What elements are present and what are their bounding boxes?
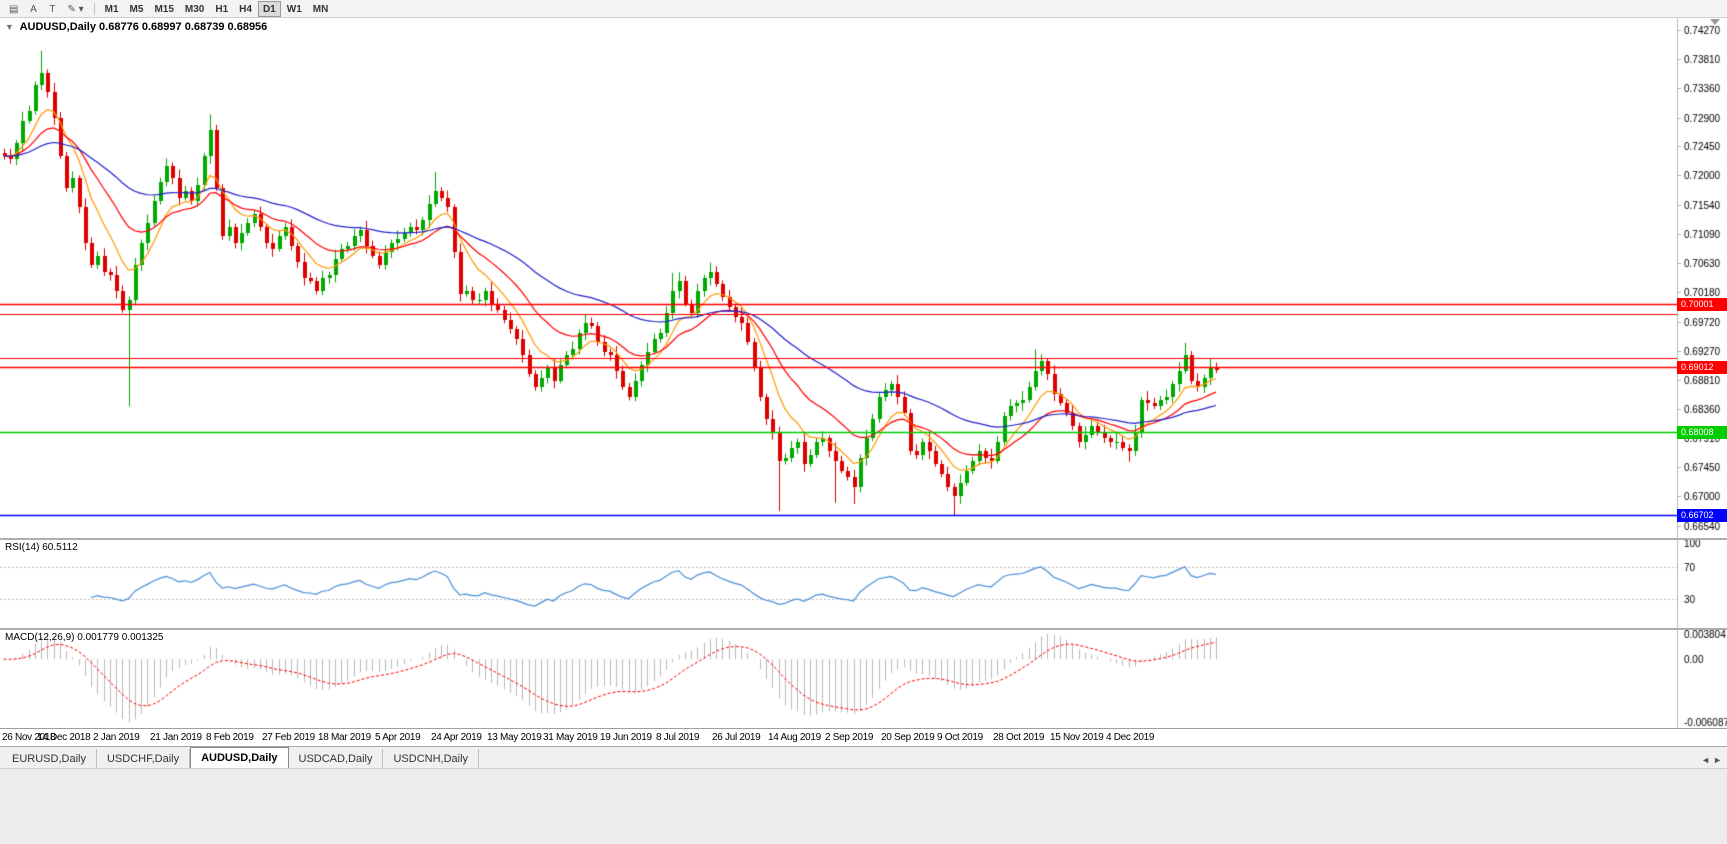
date-axis-label: 21 Jan 2019 bbox=[150, 732, 202, 743]
timeframe-m1-button[interactable]: M1 bbox=[104, 3, 119, 15]
timeframe-mn-button[interactable]: MN bbox=[312, 3, 329, 15]
macd-indicator-label: MACD(12,26,9) 0.001779 0.001325 bbox=[5, 632, 163, 643]
tab-eurusd-daily[interactable]: EURUSD,Daily bbox=[2, 749, 97, 768]
macd-panel: MACD(12,26,9) 0.001779 0.001325 bbox=[0, 630, 1727, 728]
date-axis-label: 2 Jan 2019 bbox=[93, 732, 140, 743]
date-axis-label: 24 Apr 2019 bbox=[431, 732, 482, 743]
chart-symbol-label: AUDUSD,Daily bbox=[19, 21, 96, 33]
date-axis-label: 26 Jul 2019 bbox=[712, 732, 761, 743]
rsi-current-value: 60.5112 bbox=[42, 542, 78, 553]
chart-ohlc-header: ▼ AUDUSD,Daily 0.68776 0.68997 0.68739 0… bbox=[5, 21, 267, 33]
macd-name: MACD(12,26,9) bbox=[5, 632, 75, 643]
hline-price-label: 0.69012 bbox=[1677, 360, 1727, 374]
date-axis-label: 14 Aug 2019 bbox=[768, 732, 821, 743]
toolbar: ▤ A T ✎ ▾ M1 M5 M15 M30 H1 H4 D1 W1 MN bbox=[0, 0, 1727, 18]
tab-usdchf-daily[interactable]: USDCHF,Daily bbox=[96, 749, 191, 768]
time-axis[interactable]: 26 Nov 2018 14 Dec 2018 2 Jan 2019 21 Jan 2… bbox=[0, 728, 1727, 746]
date-axis-label: 19 Jun 2019 bbox=[600, 732, 652, 743]
date-axis-label: 8 Feb 2019 bbox=[206, 732, 254, 743]
date-axis-label: 26 Nov 2018 bbox=[2, 732, 56, 743]
date-axis-label: 15 Nov 2019 bbox=[1050, 732, 1104, 743]
hline-price-label: 0.68008 bbox=[1677, 425, 1727, 439]
chart-window-icon[interactable]: ▤ bbox=[9, 3, 19, 15]
status-area bbox=[0, 768, 1727, 844]
timeframe-d1-button[interactable]: D1 bbox=[257, 0, 281, 17]
tab-audusd-daily[interactable]: AUDUSD,Daily bbox=[190, 747, 289, 768]
rsi-indicator-label: RSI(14) 60.5112 bbox=[5, 542, 78, 553]
tab-scroll-right-button[interactable]: ► bbox=[1713, 755, 1722, 765]
date-axis-label: 20 Sep 2019 bbox=[881, 732, 935, 743]
timeframe-h4-button[interactable]: H4 bbox=[239, 3, 252, 15]
date-axis-label: 8 Jul 2019 bbox=[656, 732, 700, 743]
tab-scroll-left-button[interactable]: ◄ bbox=[1701, 755, 1711, 765]
timeframe-m5-button[interactable]: M5 bbox=[129, 3, 144, 15]
ohlc-open-value: 0.68776 bbox=[99, 21, 139, 33]
timeframe-m30-button[interactable]: M30 bbox=[184, 3, 205, 15]
panel-divider-rsi[interactable] bbox=[0, 538, 1727, 540]
rsi-name: RSI(14) bbox=[5, 542, 40, 553]
ohlc-close-value: 0.68956 bbox=[227, 21, 268, 33]
date-axis-label: 28 Oct 2019 bbox=[993, 732, 1045, 743]
date-axis-label: 27 Feb 2019 bbox=[262, 732, 315, 743]
date-axis-label: 9 Oct 2019 bbox=[937, 732, 983, 743]
hline-price-label: 0.70001 bbox=[1677, 297, 1727, 311]
draw-tool[interactable]: ✎ ▾ bbox=[67, 3, 84, 15]
cursor-a-tool[interactable]: A bbox=[30, 3, 37, 15]
rsi-canvas[interactable] bbox=[0, 540, 1727, 628]
date-axis-label: 31 May 2019 bbox=[543, 732, 598, 743]
toolbar-separator bbox=[93, 2, 95, 15]
timeframe-m15-button[interactable]: M15 bbox=[154, 3, 174, 15]
date-axis-label: 2 Sep 2019 bbox=[825, 732, 874, 743]
panel-divider-macd[interactable] bbox=[0, 628, 1727, 630]
macd-canvas[interactable] bbox=[0, 630, 1727, 728]
macd-current-values: 0.001779 0.001325 bbox=[77, 632, 164, 643]
date-axis-label: 13 May 2019 bbox=[487, 732, 542, 743]
date-axis-label: 18 Mar 2019 bbox=[318, 732, 371, 743]
date-axis-label: 4 Dec 2019 bbox=[1106, 732, 1155, 743]
tab-scroll-arrows: ◄ ► bbox=[1701, 755, 1727, 768]
timeframe-w1-button[interactable]: W1 bbox=[286, 3, 302, 15]
one-click-collapse-icon[interactable]: ▼ bbox=[5, 22, 14, 32]
ohlc-low-value: 0.68739 bbox=[184, 21, 225, 33]
date-axis-label: 5 Apr 2019 bbox=[375, 732, 421, 743]
chart-tabbar: EURUSD,Daily USDCHF,Daily AUDUSD,Daily USDC… bbox=[0, 746, 1727, 768]
timeframe-h1-button[interactable]: H1 bbox=[215, 3, 229, 15]
price-chart-canvas[interactable] bbox=[0, 18, 1727, 538]
price-chart-panel: ▼ AUDUSD,Daily 0.68776 0.68997 0.68739 0… bbox=[0, 18, 1727, 538]
chart-shift-marker[interactable] bbox=[1710, 19, 1720, 25]
date-axis-label: 14 Dec 2018 bbox=[37, 732, 91, 743]
hline-price-label: 0.66702 bbox=[1677, 508, 1727, 522]
tab-usdcnh-daily[interactable]: USDCNH,Daily bbox=[383, 749, 480, 768]
tab-usdcad-daily[interactable]: USDCAD,Daily bbox=[288, 749, 384, 768]
rsi-panel: RSI(14) 60.5112 bbox=[0, 540, 1727, 628]
ohlc-high-value: 0.68997 bbox=[141, 21, 182, 33]
text-tool[interactable]: T bbox=[49, 3, 56, 15]
